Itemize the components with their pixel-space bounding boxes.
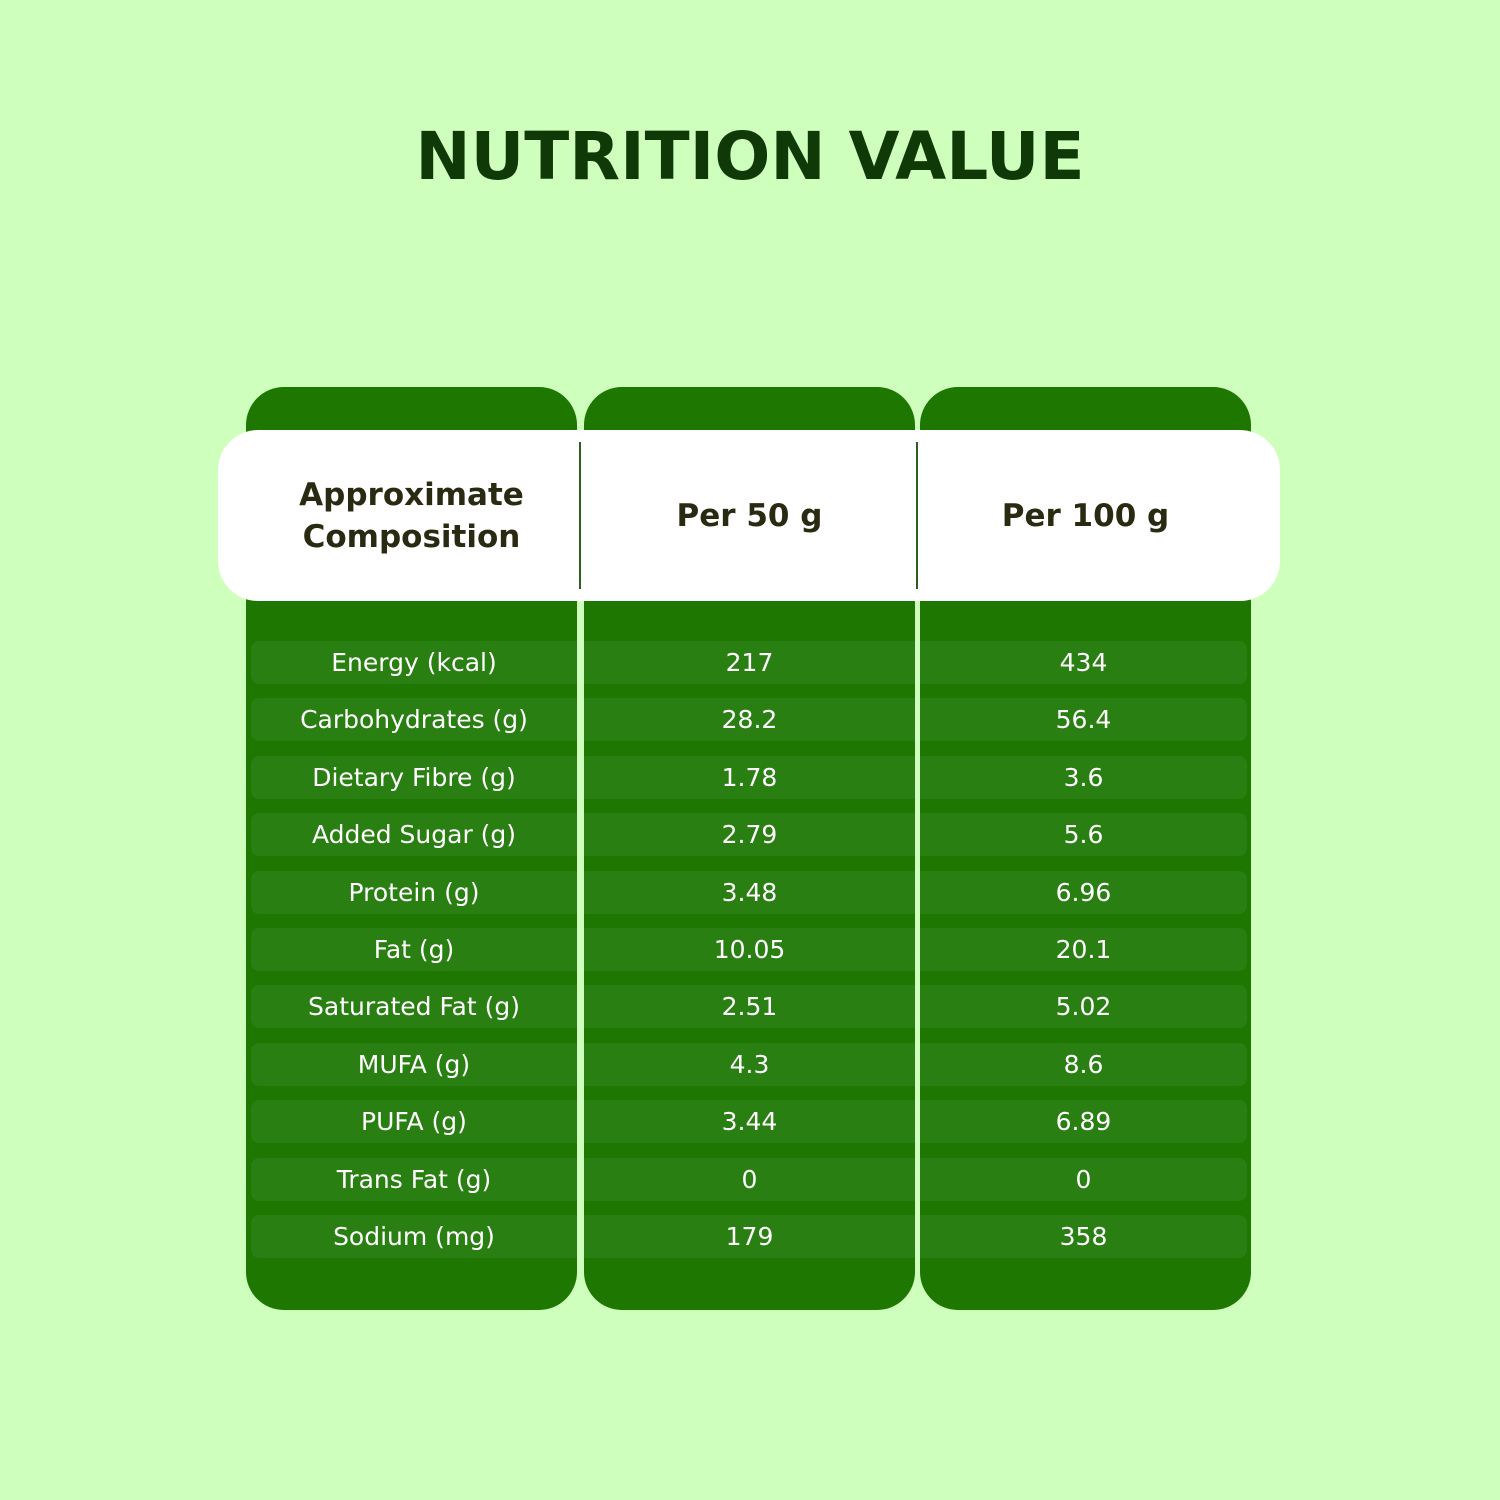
table-row: Protein (g) 3.48 6.96: [0, 870, 1500, 914]
header-composition: Approximate Composition: [246, 430, 577, 601]
table-row: Added Sugar (g) 2.79 5.6: [0, 813, 1500, 857]
nutrient-name: Energy (kcal): [251, 641, 577, 684]
value-per-50g: 10.05: [584, 928, 915, 971]
nutrient-name: Sodium (mg): [251, 1215, 577, 1258]
table-row: Dietary Fibre (g) 1.78 3.6: [0, 755, 1500, 799]
value-per-100g: 6.96: [920, 870, 1247, 914]
table-row: Fat (g) 10.05 20.1: [0, 928, 1500, 971]
value-per-50g: 4.3: [584, 1042, 915, 1086]
value-per-100g: 0: [920, 1157, 1247, 1201]
page-title: NUTRITION VALUE: [415, 118, 1085, 195]
nutrient-name: Added Sugar (g): [251, 813, 577, 857]
nutrient-name: Saturated Fat (g): [251, 985, 577, 1029]
value-per-50g: 2.51: [584, 985, 915, 1029]
value-per-50g: 2.79: [584, 813, 915, 857]
nutrient-name: MUFA (g): [251, 1042, 577, 1086]
nutrient-name: Carbohydrates (g): [251, 698, 577, 742]
header-per-50g: Per 50 g: [676, 497, 823, 534]
nutrient-name: Trans Fat (g): [251, 1157, 577, 1201]
value-per-100g: 6.89: [920, 1100, 1247, 1144]
table-header: Approximate Composition Per 50 g Per 100…: [218, 430, 1280, 601]
value-per-100g: 5.6: [920, 813, 1247, 857]
value-per-100g: 3.6: [920, 755, 1247, 799]
value-per-100g: 5.02: [920, 985, 1247, 1029]
value-per-50g: 217: [584, 641, 915, 684]
table-row: Saturated Fat (g) 2.51 5.02: [0, 985, 1500, 1029]
value-per-50g: 3.44: [584, 1100, 915, 1144]
header-divider: [579, 442, 581, 589]
table-row: MUFA (g) 4.3 8.6: [0, 1042, 1500, 1086]
value-per-50g: 3.48: [584, 870, 915, 914]
value-per-100g: 8.6: [920, 1042, 1247, 1086]
header-composition-label: Approximate Composition: [299, 476, 524, 555]
value-per-50g: 179: [584, 1215, 915, 1258]
value-per-100g: 434: [920, 641, 1247, 684]
header-per-100g: Per 100 g: [1001, 497, 1170, 534]
value-per-50g: 1.78: [584, 755, 915, 799]
table-row: Sodium (mg) 179 358: [0, 1215, 1500, 1258]
nutrient-name: Fat (g): [251, 928, 577, 971]
value-per-50g: 28.2: [584, 698, 915, 742]
table-row: Carbohydrates (g) 28.2 56.4: [0, 698, 1500, 742]
nutrient-name: Dietary Fibre (g): [251, 755, 577, 799]
table-row: PUFA (g) 3.44 6.89: [0, 1100, 1500, 1144]
value-per-100g: 20.1: [920, 928, 1247, 971]
table-row: Trans Fat (g) 0 0: [0, 1157, 1500, 1201]
nutrient-name: Protein (g): [251, 870, 577, 914]
table-row: Energy (kcal) 217 434: [0, 641, 1500, 684]
nutrient-name: PUFA (g): [251, 1100, 577, 1144]
value-per-100g: 56.4: [920, 698, 1247, 742]
value-per-100g: 358: [920, 1215, 1247, 1258]
value-per-50g: 0: [584, 1157, 915, 1201]
header-divider: [916, 442, 918, 589]
